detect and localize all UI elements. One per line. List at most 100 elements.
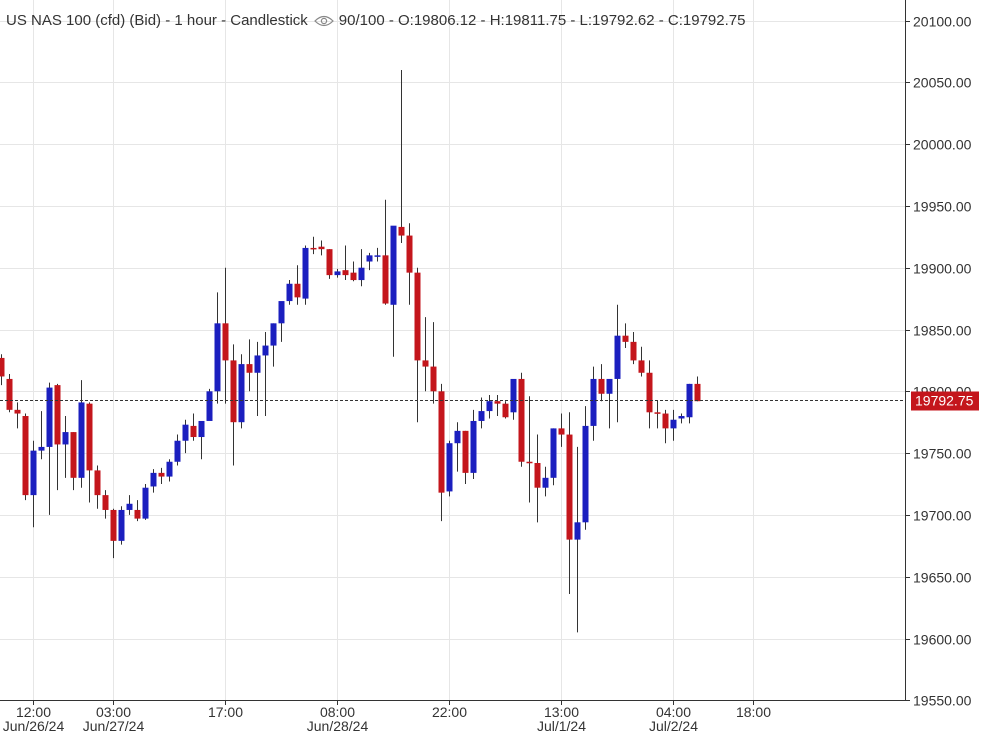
candle-body-down xyxy=(654,412,661,414)
candle-body-down xyxy=(158,472,165,477)
candle-body-up xyxy=(454,430,461,444)
ohlc-quote: 90/100 - O:19806.12 - H:19811.75 - L:197… xyxy=(338,12,746,29)
candle-body-down xyxy=(526,461,533,464)
candle-body-down xyxy=(518,378,525,462)
candle-body-up xyxy=(574,522,581,540)
x-tick-date-label: Jul/2/24 xyxy=(649,718,698,734)
y-tick-label: 19650.00 xyxy=(913,570,972,586)
x-tick-label: 22:00 xyxy=(432,704,467,720)
candle-body-down xyxy=(6,378,13,410)
candle-body-up xyxy=(614,335,621,379)
candles xyxy=(0,69,701,633)
y-tick-label: 19850.00 xyxy=(913,323,972,339)
candle-body-down xyxy=(310,247,317,250)
candle-body-down xyxy=(70,432,77,478)
candle-body-up xyxy=(606,378,613,394)
candle-body-down xyxy=(342,270,349,276)
candle-body-up xyxy=(486,401,493,412)
candle-body-down xyxy=(422,360,429,367)
candle-body-up xyxy=(590,378,597,426)
y-tick-label: 20100.00 xyxy=(913,14,972,30)
grid xyxy=(0,0,905,701)
y-tick-label: 19600.00 xyxy=(913,632,972,648)
candle-body-down xyxy=(398,226,405,236)
candle-body-down xyxy=(558,428,565,435)
candle-body-down xyxy=(326,249,333,276)
candle-body-up xyxy=(358,267,365,281)
candle-body-up xyxy=(670,419,677,429)
candle-body-up xyxy=(30,450,37,496)
x-tick-date-label: Jul/1/24 xyxy=(537,718,586,734)
candle-body-up xyxy=(334,271,341,276)
candle-body-up xyxy=(174,440,181,462)
candle-body-up xyxy=(126,503,133,510)
last-price-tag: 19792.75 xyxy=(911,391,979,411)
candle-body-up xyxy=(510,378,517,413)
x-tick-label: 12:00 xyxy=(16,704,51,720)
candle-body-up xyxy=(118,509,125,541)
chart-header: US NAS 100 (cfd) (Bid) - 1 hour - Candle… xyxy=(6,12,745,29)
candle-body-down xyxy=(462,430,469,473)
candle-body-down xyxy=(630,341,637,361)
candle-body-down xyxy=(382,255,389,304)
candle-body-down xyxy=(230,360,237,423)
y-tick-label: 19950.00 xyxy=(913,199,972,215)
candle-body-up xyxy=(470,420,477,473)
candle-body-down xyxy=(430,366,437,392)
last-price-tag-bg xyxy=(911,391,979,411)
candle-body-down xyxy=(646,372,653,413)
candle-body-down xyxy=(502,403,509,418)
candle-body-down xyxy=(662,413,669,429)
candle-body-up xyxy=(678,416,685,419)
candle-body-down xyxy=(638,360,645,373)
candle-body-up xyxy=(182,424,189,441)
x-tick-date-label: Jun/26/24 xyxy=(3,718,65,734)
eye-icon[interactable] xyxy=(313,15,334,27)
candle-body-up xyxy=(542,477,549,488)
x-tick-date-label: Jun/28/24 xyxy=(307,718,369,734)
candle-body-down xyxy=(110,509,117,541)
candle-body-up xyxy=(270,323,277,346)
candle-body-up xyxy=(46,387,53,447)
candle-body-down xyxy=(134,509,141,519)
candle-body-up xyxy=(198,420,205,438)
candle-body-up xyxy=(286,283,293,302)
candle-body-up xyxy=(374,255,381,257)
candle-body-up xyxy=(686,383,693,418)
x-tick-label: 03:00 xyxy=(96,704,131,720)
candle-body-up xyxy=(278,301,285,324)
candle-body-up xyxy=(62,432,69,445)
candle-body-up xyxy=(214,323,221,392)
candle-body-down xyxy=(102,495,109,510)
candle-body-down xyxy=(86,403,93,471)
candle-body-up xyxy=(446,443,453,492)
candle-body-down xyxy=(246,364,253,373)
candle-body-up xyxy=(206,391,213,421)
candle-body-down xyxy=(294,283,301,298)
candle-body-down xyxy=(534,462,541,488)
x-tick-label: 18:00 xyxy=(736,704,771,720)
candle-body-down xyxy=(566,434,573,540)
candle-body-down xyxy=(694,383,701,402)
instrument-title: US NAS 100 (cfd) (Bid) - 1 hour - Candle… xyxy=(6,12,308,29)
candle-body-up xyxy=(78,402,85,478)
y-tick-label: 19550.00 xyxy=(913,693,972,709)
candle-body-down xyxy=(438,391,445,493)
candle-body-down xyxy=(414,272,421,361)
y-tick-label: 19900.00 xyxy=(913,261,972,277)
y-tick-label: 19700.00 xyxy=(913,508,972,524)
candle-body-up xyxy=(366,255,373,262)
candle-body-up xyxy=(166,461,173,477)
x-tick-label: 17:00 xyxy=(208,704,243,720)
candle-body-up xyxy=(150,472,157,487)
candle-body-up xyxy=(262,345,269,356)
candle-body-down xyxy=(494,401,501,404)
candle-body-down xyxy=(14,409,21,414)
candle-body-down xyxy=(406,235,413,273)
candle-body-up xyxy=(142,487,149,519)
candle-body-down xyxy=(350,272,357,281)
y-tick-label: 19750.00 xyxy=(913,446,972,462)
